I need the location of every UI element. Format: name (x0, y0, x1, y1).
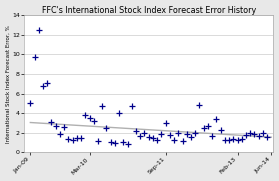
Point (193, 131, 198, 134)
Point (256, 134, 261, 137)
Point (129, 105, 134, 108)
Point (134, 129, 138, 132)
Point (92, 120, 96, 123)
Point (74, 136, 79, 139)
Point (227, 138, 231, 141)
Point (184, 132, 189, 135)
Point (261, 131, 265, 134)
Point (37, 29, 41, 31)
Point (176, 131, 181, 134)
Point (62, 125, 66, 128)
Point (265, 135, 269, 138)
Point (146, 135, 151, 138)
Point (239, 137, 244, 140)
Point (100, 105, 104, 108)
Point (138, 134, 143, 137)
Point (197, 104, 202, 107)
Point (113, 141, 117, 144)
Point (45, 81, 49, 84)
Point (252, 132, 257, 135)
Point (214, 118, 219, 121)
Point (41, 84, 45, 87)
Point (172, 138, 176, 141)
Point (244, 133, 248, 136)
Point (159, 132, 163, 135)
Point (117, 112, 121, 115)
Point (66, 137, 71, 140)
Y-axis label: International Stock Index Forecast Error, %: International Stock Index Forecast Error… (6, 25, 11, 143)
Point (104, 127, 109, 129)
Point (155, 138, 159, 141)
Point (87, 117, 92, 120)
Point (28, 102, 33, 105)
Point (248, 131, 252, 134)
Point (210, 134, 214, 137)
Point (96, 139, 100, 142)
Point (121, 140, 126, 143)
Point (235, 138, 240, 141)
Point (218, 128, 223, 131)
Point (109, 140, 113, 143)
Point (58, 132, 62, 135)
Point (142, 131, 147, 134)
Title: FFC's International Stock Index Forecast Error History: FFC's International Stock Index Forecast… (42, 6, 256, 14)
Point (49, 121, 54, 123)
Point (32, 56, 37, 59)
Point (54, 125, 58, 127)
Point (79, 136, 83, 139)
Point (180, 139, 185, 142)
Point (206, 125, 210, 127)
Point (163, 122, 168, 125)
Point (223, 138, 227, 141)
Point (201, 127, 206, 129)
Point (70, 138, 75, 141)
Point (189, 135, 193, 138)
Point (151, 136, 155, 139)
Point (125, 142, 130, 145)
Point (168, 133, 172, 136)
Point (83, 114, 88, 117)
Point (231, 137, 235, 140)
